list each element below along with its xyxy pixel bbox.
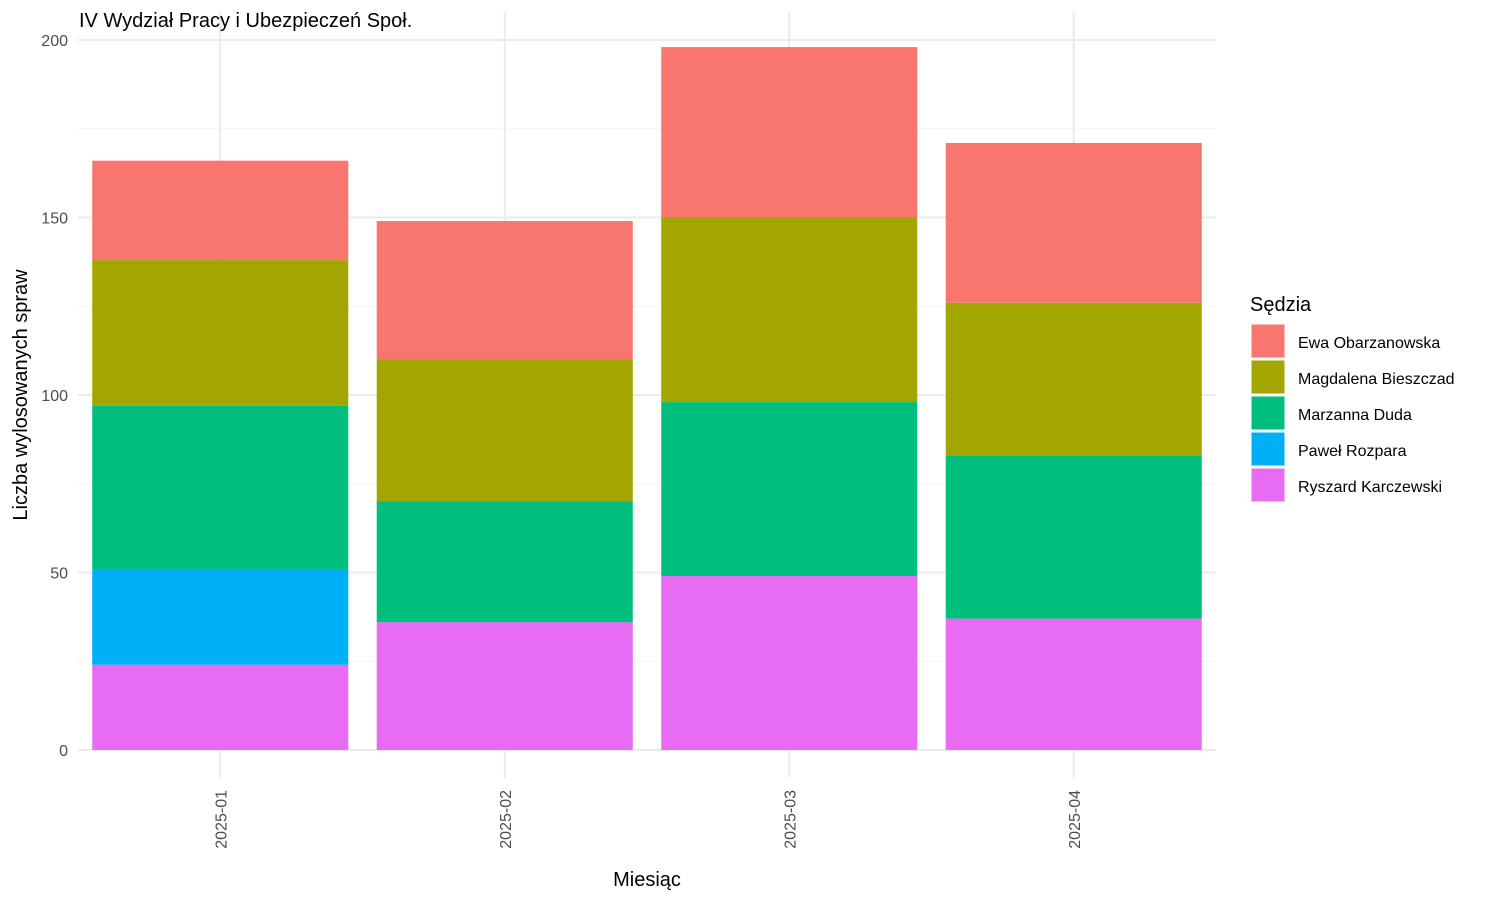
x-tick-label: 2025-03 [782, 790, 799, 849]
bar-segment [661, 402, 918, 577]
legend-label: Ewa Obarzanowska [1298, 335, 1440, 352]
bar-segment [92, 260, 349, 406]
bar-segment [661, 217, 918, 403]
bar-segment [945, 302, 1202, 456]
bar-segment [945, 142, 1202, 303]
bar-segment [376, 221, 633, 360]
bar-segment [92, 405, 349, 569]
y-tick-label: 150 [41, 211, 68, 228]
bar-segment [661, 47, 918, 218]
bar-segment [376, 501, 633, 623]
y-axis-title: Liczba wylosowanych spraw [10, 269, 32, 521]
y-tick-label: 50 [50, 566, 68, 583]
legend-title: Sędzia [1250, 294, 1312, 316]
x-tick-label: 2025-04 [1067, 790, 1084, 849]
bars [92, 47, 1202, 750]
y-axis-ticks: 0 50 100 150 200 [41, 33, 68, 760]
bar-segment [661, 576, 918, 750]
legend-label: Marzanna Duda [1298, 407, 1412, 424]
x-axis-ticks: 2025-01 2025-02 2025-03 2025-04 [213, 790, 1084, 849]
y-tick-label: 200 [41, 33, 68, 50]
x-axis-title: Miesiąc [613, 869, 681, 891]
bar-segment [92, 664, 349, 750]
legend-swatch [1250, 395, 1286, 431]
legend-label: Magdalena Bieszczad [1298, 371, 1455, 388]
x-tick-label: 2025-01 [213, 790, 230, 849]
y-tick-label: 100 [41, 388, 68, 405]
bar-segment [92, 160, 349, 261]
bar-segment [945, 618, 1202, 750]
legend-swatch [1250, 431, 1286, 467]
bar-segment [945, 455, 1202, 619]
x-tick-label: 2025-02 [498, 790, 515, 849]
legend-label: Paweł Rozpara [1298, 443, 1407, 460]
chart-title: IV Wydział Pracy i Ubezpieczeń Społ. [79, 10, 412, 32]
legend: Sędzia Ewa Obarzanowska Magdalena Bieszcz… [1250, 294, 1455, 503]
legend-items: Ewa Obarzanowska Magdalena Bieszczad Marza… [1250, 323, 1455, 503]
bar-segment [376, 359, 633, 502]
bar-segment [376, 622, 633, 750]
bar-segment [92, 568, 349, 665]
legend-label: Ryszard Karczewski [1298, 479, 1442, 496]
legend-swatch [1250, 359, 1286, 395]
legend-swatch [1250, 467, 1286, 503]
y-tick-label: 0 [59, 743, 68, 760]
legend-swatch [1250, 323, 1286, 359]
